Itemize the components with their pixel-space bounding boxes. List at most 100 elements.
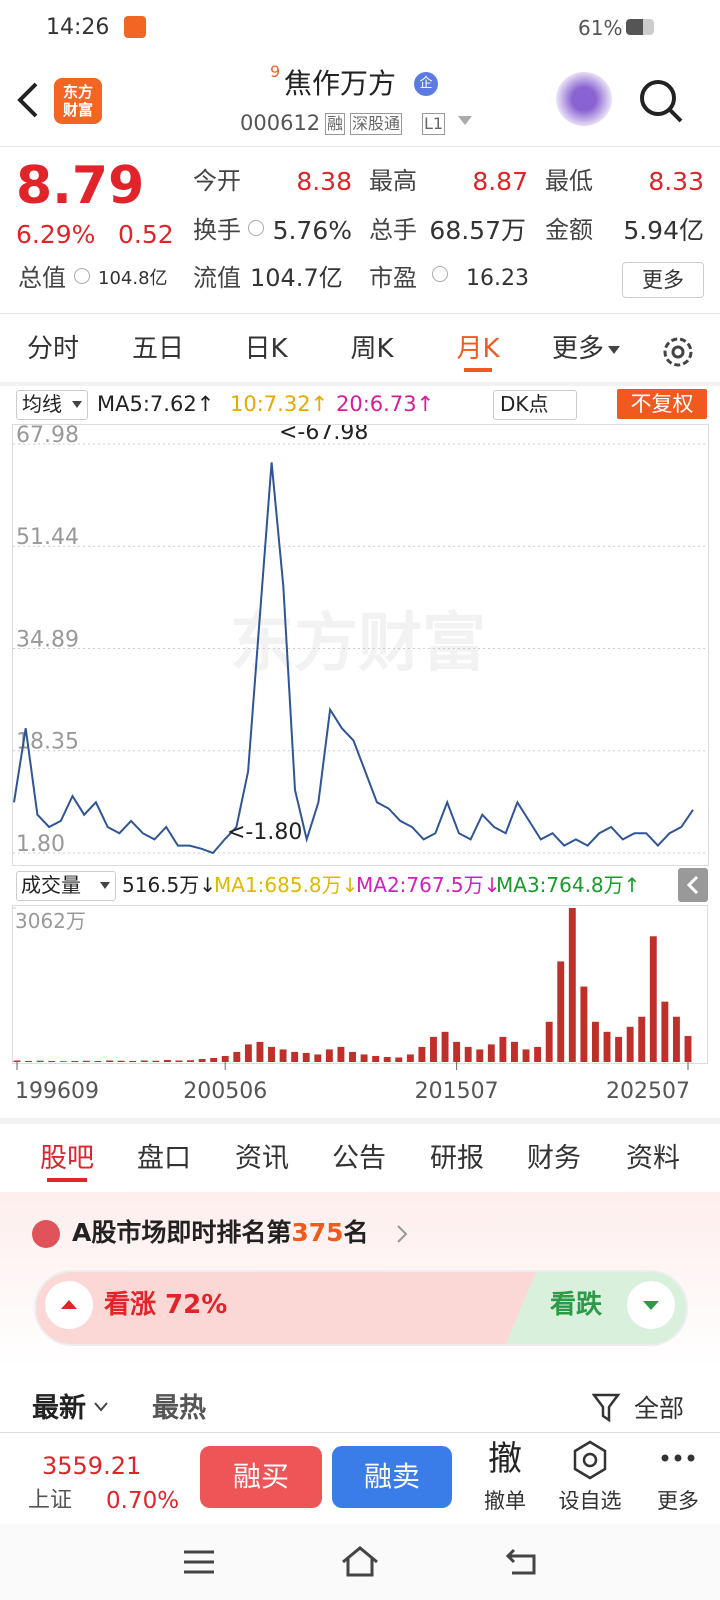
dk-point[interactable]: DK点: [500, 392, 549, 416]
vote-up-button[interactable]: [44, 1280, 94, 1330]
field-value: 5.76%: [272, 216, 352, 245]
volume-bar: [36, 1060, 44, 1062]
volume-ma: MA2:767.5万↓: [356, 873, 501, 897]
nav-menu[interactable]: [182, 1548, 216, 1576]
vote-up[interactable]: 看涨 72%: [104, 1290, 228, 1320]
y-tick-label: 51.44: [16, 525, 79, 550]
settings-button[interactable]: [660, 334, 696, 370]
ranking-icon: [32, 1220, 60, 1248]
divider: [0, 146, 720, 147]
section-tab[interactable]: 资讯: [235, 1143, 289, 1174]
back-button[interactable]: [14, 80, 44, 120]
logo-text: 东方: [62, 83, 93, 101]
watchlist-label[interactable]: 设自选: [558, 1489, 622, 1513]
margin-buy-button[interactable]: 融买: [200, 1446, 322, 1508]
period-tab[interactable]: 更多: [551, 334, 605, 364]
collapse-button[interactable]: [678, 868, 708, 902]
section-tab[interactable]: 股吧: [40, 1143, 94, 1174]
vote-down-button[interactable]: [626, 1280, 676, 1330]
selector-box[interactable]: [16, 390, 88, 420]
volume-bar: [325, 1049, 333, 1062]
tab-underline: [47, 1178, 87, 1182]
section-tab[interactable]: 财务: [527, 1143, 581, 1174]
info-icon[interactable]: [248, 220, 264, 236]
app-logo[interactable]: 东方 财富: [54, 78, 102, 124]
section-tab[interactable]: 公告: [332, 1143, 386, 1174]
search-button[interactable]: [638, 78, 684, 124]
volume-bar: [140, 1060, 148, 1062]
dk-box[interactable]: [493, 390, 577, 420]
y-tick-label: 34.89: [16, 628, 79, 653]
sort-latest[interactable]: 最新: [32, 1393, 86, 1424]
cancel-icon[interactable]: 撤: [488, 1439, 522, 1479]
nav-home[interactable]: [340, 1544, 380, 1578]
volume-bar: [25, 1060, 33, 1062]
watchlist-icon[interactable]: [572, 1440, 608, 1480]
volume-bar: [302, 1052, 310, 1062]
margin-sell-button[interactable]: 融卖: [332, 1446, 452, 1508]
adjust-button[interactable]: 不复权: [617, 389, 707, 419]
chevron: [397, 1225, 408, 1243]
volume-ma: MA3:764.8万↑: [496, 873, 641, 897]
y-tick-label: 1.80: [16, 832, 65, 857]
volume-bar: [453, 1041, 461, 1062]
index-change: 0.70%: [106, 1488, 180, 1514]
battery-icon: [626, 19, 654, 35]
section-tab[interactable]: 盘口: [137, 1143, 191, 1174]
y-tick-label: 3062万: [15, 909, 86, 933]
volume-chart: 3062万 199609 200506 201507 202507: [12, 905, 708, 1104]
index-name: 上证: [28, 1488, 73, 1513]
volume-bar: [233, 1051, 241, 1062]
volume-bar: [603, 1031, 611, 1062]
volume-bar: [441, 1031, 449, 1062]
change-pct: 6.29%: [16, 220, 96, 249]
field-value: 5.94亿: [623, 216, 704, 245]
more-button[interactable]: 更多: [622, 262, 704, 298]
divider: [0, 1432, 720, 1433]
x-tick-label: 199609: [15, 1079, 99, 1104]
info-icon[interactable]: [432, 266, 448, 282]
ma20: 20:6.73↑: [336, 392, 435, 416]
period-tab[interactable]: 分时: [26, 334, 80, 364]
volume-bar: [291, 1051, 299, 1062]
period-tab[interactable]: 日K: [244, 334, 288, 364]
period-tab[interactable]: 月K: [456, 334, 500, 364]
field-value: 8.87: [472, 167, 528, 196]
filter-all[interactable]: 全部: [634, 1394, 685, 1423]
period-tab[interactable]: 周K: [350, 334, 394, 364]
selector-box[interactable]: [16, 871, 116, 901]
nav-back[interactable]: [504, 1546, 538, 1576]
volume-bar: [545, 1021, 553, 1062]
price: 8.79: [16, 156, 145, 216]
volume-bar: [256, 1041, 264, 1062]
annotation: <-1.80: [227, 820, 302, 845]
section-tab[interactable]: 研报: [430, 1143, 484, 1174]
more-icon[interactable]: [660, 1452, 696, 1464]
section-tab[interactable]: 资料: [626, 1143, 680, 1174]
filter-icon[interactable]: [592, 1392, 622, 1424]
cancel-label[interactable]: 撤单: [484, 1489, 526, 1513]
field-label: 流值: [193, 264, 241, 292]
sort-hot[interactable]: 最热: [152, 1393, 206, 1424]
info-icon[interactable]: [74, 268, 90, 284]
field-label: 换手: [193, 216, 241, 244]
period-tab[interactable]: 五日: [131, 334, 185, 364]
more-label[interactable]: 更多: [657, 1489, 699, 1513]
volume-bar: [406, 1054, 414, 1062]
field-value: 104.8亿: [98, 268, 168, 289]
volume-selector[interactable]: 成交量: [21, 873, 81, 897]
field-label: 总手: [369, 216, 417, 244]
volume-bar: [268, 1046, 275, 1062]
assistant-avatar[interactable]: [556, 72, 612, 126]
dropdown-caret[interactable]: [458, 116, 472, 126]
vote-down[interactable]: 看跌: [550, 1290, 603, 1320]
volume-ma: MA1:685.8万↓: [214, 873, 359, 897]
y-tick-label: 67.98: [16, 424, 79, 448]
ma-selector[interactable]: 均线: [22, 392, 62, 416]
ranking-text[interactable]: A股市场即时排名第375名: [72, 1220, 369, 1245]
field-value: 16.23: [466, 266, 529, 291]
tag: 深股通: [350, 113, 403, 135]
dropdown-caret[interactable]: [608, 346, 620, 355]
volume-bar: [221, 1055, 229, 1062]
volume-bar: [152, 1060, 160, 1062]
